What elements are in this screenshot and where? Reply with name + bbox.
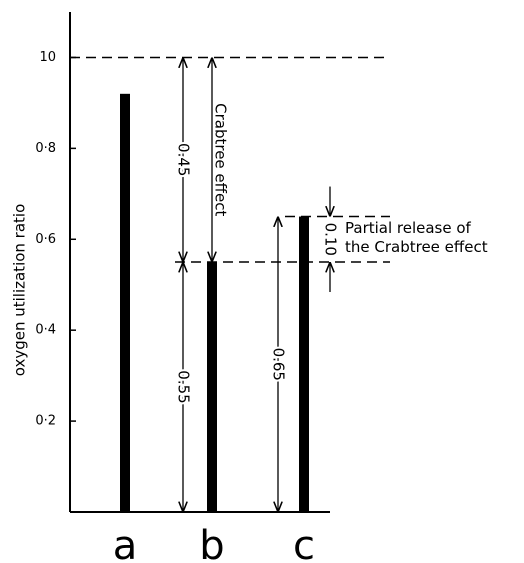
annotation: Partial release of <box>345 219 472 237</box>
bar <box>299 216 309 512</box>
x-tick-label: b <box>199 523 224 563</box>
x-tick-label: a <box>113 523 138 563</box>
y-tick-label: 10 <box>39 50 56 65</box>
y-tick-label: 0·2 <box>35 414 56 429</box>
y-tick-label: 0·4 <box>35 323 56 338</box>
annotation: 0.65 <box>270 348 288 381</box>
x-tick-label: c <box>293 523 315 563</box>
annotation: 0.45 <box>175 143 193 176</box>
y-tick-label: 0·8 <box>35 141 56 156</box>
annotation: the Crabtree effect <box>345 238 488 256</box>
y-tick-label: 0·6 <box>35 232 56 247</box>
y-axis-label: oxygen utilization ratio <box>11 204 29 377</box>
annotation: Crabtree effect <box>212 103 230 216</box>
annotation: 0.10 <box>322 223 340 256</box>
annotation: 0.55 <box>175 370 193 403</box>
bar <box>120 93 130 513</box>
bar <box>207 262 217 512</box>
